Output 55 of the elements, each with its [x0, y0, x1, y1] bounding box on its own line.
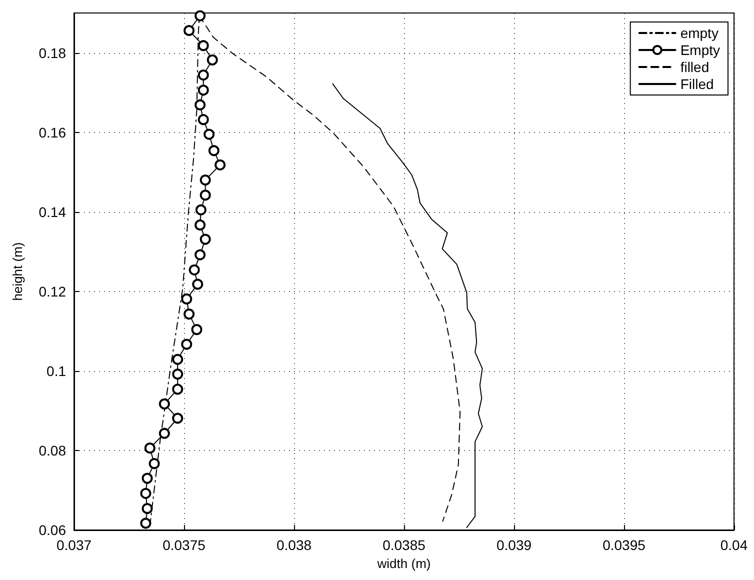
point [191, 324, 202, 336]
x-tick-label: 0.04 [720, 537, 748, 553]
point [194, 10, 206, 22]
point [172, 354, 184, 365]
point [184, 308, 195, 320]
legend-label: Empty [680, 42, 720, 58]
y-axis-title: height (m) [10, 242, 25, 301]
point [195, 204, 206, 216]
point [142, 472, 153, 484]
point [140, 488, 152, 499]
x-tick-label: 0.0385 [382, 537, 426, 553]
point [184, 25, 195, 36]
y-tick-label: 0.06 [38, 522, 66, 538]
x-axis-title: width (m) [376, 556, 431, 571]
legend-label: empty [680, 25, 718, 41]
point [194, 99, 206, 110]
point [200, 190, 211, 201]
point [198, 84, 209, 96]
y-tick-label: 0.18 [38, 44, 66, 61]
point [188, 264, 200, 276]
x-tick-label: 0.037 [56, 537, 92, 553]
point [158, 428, 170, 439]
y-tick-label: 0.12 [38, 283, 66, 300]
point [144, 442, 156, 454]
y-tick-label: 0.08 [38, 442, 66, 458]
y-tick-label: 0.14 [38, 204, 66, 220]
point [172, 412, 184, 424]
point [208, 145, 220, 156]
point [181, 338, 192, 350]
point [148, 458, 160, 470]
point [140, 518, 152, 529]
point [158, 398, 170, 410]
point [214, 159, 226, 170]
legend-label: filled [680, 59, 710, 75]
point [192, 278, 204, 290]
y-tick-label: 0.16 [38, 124, 66, 140]
point [194, 249, 206, 260]
point [194, 219, 206, 230]
point [172, 368, 184, 380]
y-tick-label: 0.1 [46, 362, 66, 379]
point [142, 503, 153, 514]
x-tick-label: 0.038 [276, 537, 312, 553]
legend-label: Filled [680, 76, 714, 92]
point [198, 40, 209, 52]
point [206, 54, 218, 66]
point [198, 114, 209, 126]
point [204, 128, 215, 140]
x-tick-label: 0.0375 [162, 537, 206, 553]
point [181, 293, 192, 304]
x-tick-label: 0.0395 [602, 537, 646, 553]
point [200, 174, 211, 186]
point [200, 234, 211, 245]
x-tick-label: 0.039 [496, 537, 532, 553]
point [198, 70, 209, 81]
point [172, 384, 184, 395]
